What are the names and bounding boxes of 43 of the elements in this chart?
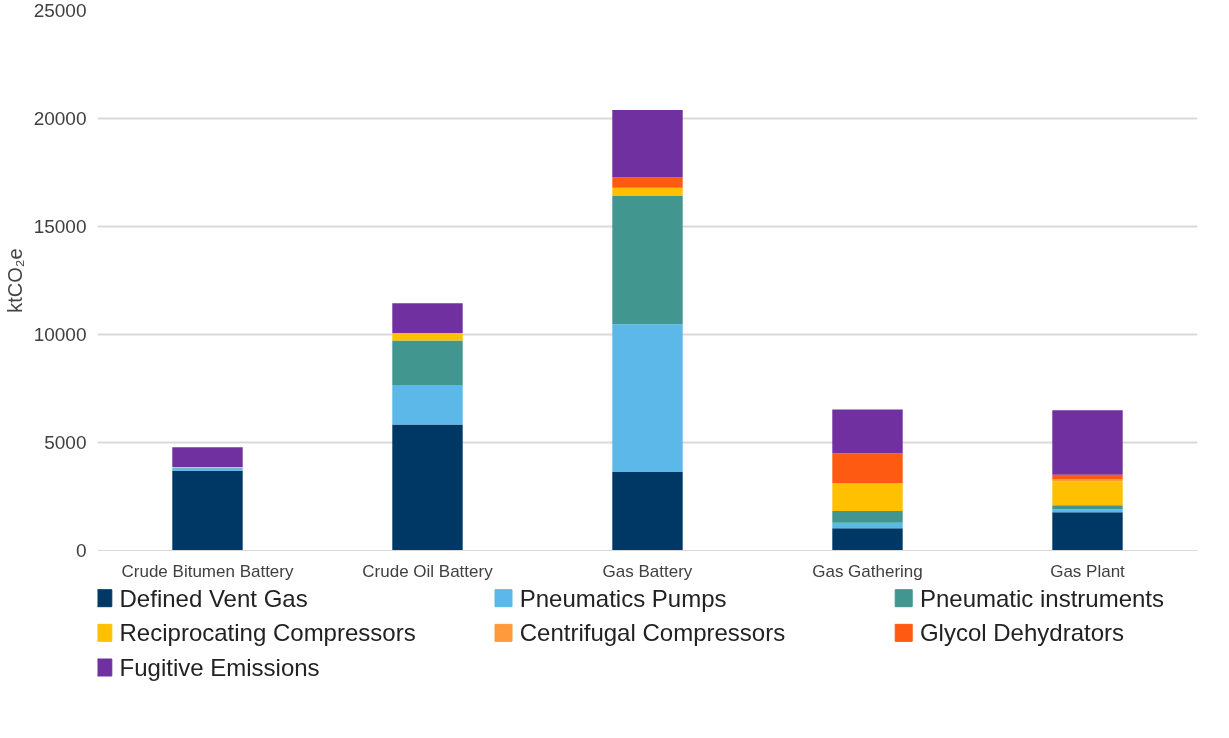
bar [1052,481,1123,506]
bar [832,522,903,529]
bar [1052,505,1123,510]
bar [392,332,463,341]
y-tick-label: 0 [75,540,87,561]
bar [1052,512,1123,551]
bar [832,510,903,523]
bar [392,303,463,333]
bar [612,110,683,178]
y-axis-title: ktCO₂e [3,248,26,313]
bar [172,447,243,467]
x-tick-label: Gas Gathering [812,561,923,581]
y-tick-label: 25000 [33,0,87,21]
bar [612,471,683,551]
bar [1052,410,1123,475]
bar [832,528,903,551]
bar [392,340,463,386]
bar [392,424,463,551]
bar [832,409,903,454]
bar [832,453,903,483]
legend-label: Glycol Dehydrators [919,619,1125,647]
y-tick-label: 10000 [33,324,87,345]
bar [392,385,463,425]
y-tick-label: 5000 [44,432,87,453]
legend-label: Defined Vent Gas [119,584,308,612]
bar [612,187,683,197]
y-tick-label: 20000 [33,108,87,129]
legend-label: Reciprocating Compressors [119,619,416,647]
legend-label: Fugitive Emissions [119,654,320,681]
legend-label: Centrifugal Compressors [519,619,786,647]
x-tick-label: Gas Plant [1050,561,1126,581]
x-tick-label: Crude Oil Battery [362,561,494,581]
bar [612,196,683,325]
bar [1052,509,1123,513]
x-tick-label: Crude Bitumen Battery [121,561,294,581]
y-tick-label: 15000 [33,216,87,237]
legend-label: Pneumatics Pumps [519,584,727,612]
bar [172,471,243,551]
bar [612,324,683,472]
x-tick-label: Gas Battery [602,561,693,581]
legend-label: Pneumatic instruments [919,584,1165,612]
bar [832,482,903,511]
bar [612,177,683,188]
